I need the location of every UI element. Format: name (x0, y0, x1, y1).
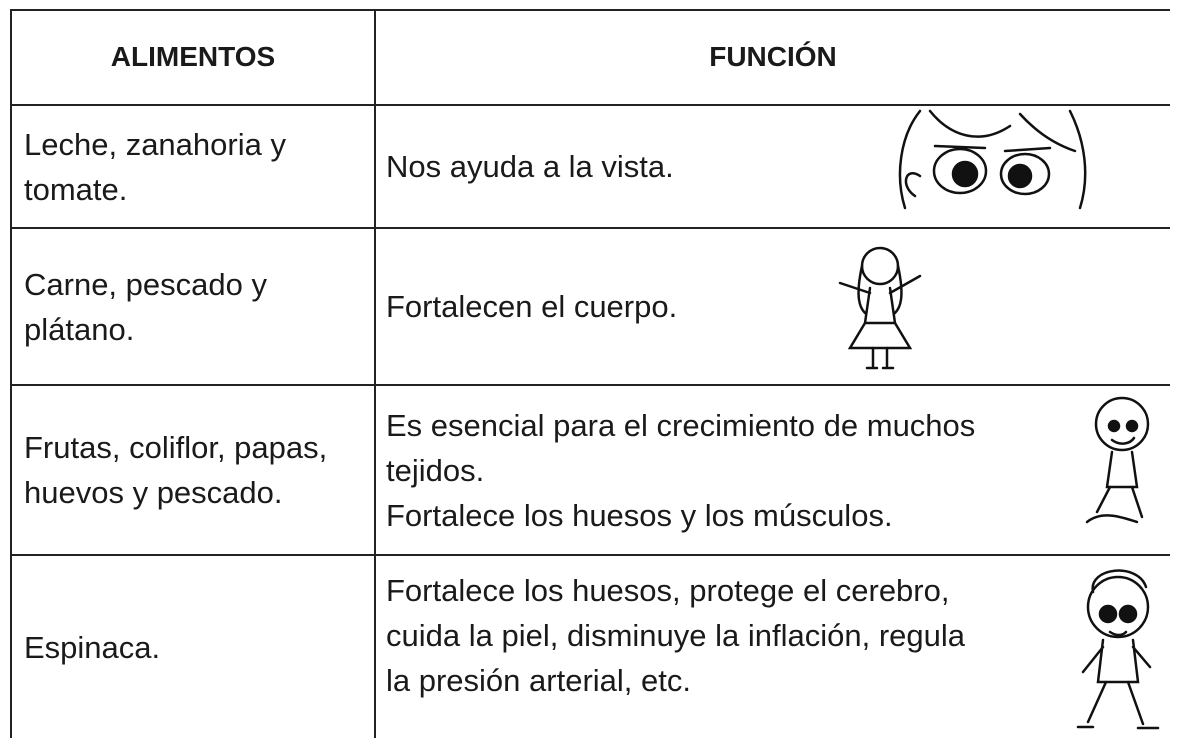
row-divider (10, 227, 1170, 229)
girl-illustration (838, 246, 922, 370)
function-text: Es esencial para el crecimiento de mucho… (386, 407, 976, 443)
food-text: Frutas, coliflor, papas, (24, 430, 328, 465)
food-text: plátano. (24, 311, 135, 347)
food-text: huevos y pescado. (24, 475, 283, 510)
row-divider (10, 554, 1170, 556)
row-divider (10, 104, 1170, 106)
function-text: Fortalece los huesos, protege el cerebro… (386, 572, 950, 608)
food-text: Leche, zanahoria y (24, 126, 286, 162)
function-text: la presión arterial, etc. (386, 662, 691, 698)
function-text: cuida la piel, disminuye la inflación, r… (386, 617, 965, 653)
function-text: tejidos. (386, 452, 485, 488)
function-text: Fortalecen el cuerpo. (386, 289, 678, 324)
table-border-left (10, 9, 12, 738)
function-text: Fortalece los huesos y los músculos. (386, 497, 893, 533)
food-text: Espinaca. (24, 629, 161, 665)
food-text: Carne, pescado y (24, 266, 267, 302)
table-border-top (10, 9, 1170, 11)
food-text: tomate. (24, 171, 128, 207)
face-illustration (898, 109, 1087, 210)
boy-running-illustration (1085, 396, 1150, 524)
function-text: Nos ayuda a la vista. (386, 149, 674, 184)
boy-walking-illustration (1076, 569, 1160, 730)
row-divider (10, 384, 1170, 386)
column-header: FUNCIÓN (709, 41, 837, 72)
column-header: ALIMENTOS (110, 41, 276, 72)
column-divider (374, 9, 376, 738)
